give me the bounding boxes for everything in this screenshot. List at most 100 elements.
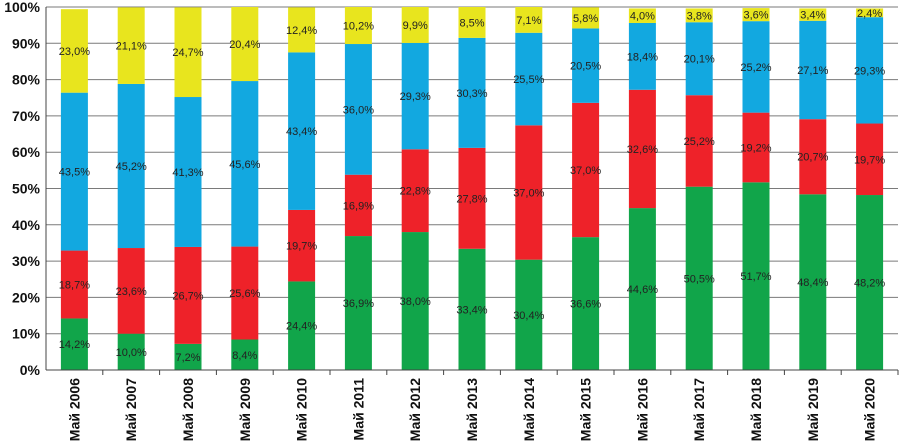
data-label-yellow-14: 3,4% xyxy=(800,10,825,22)
bar-segment-green-2 xyxy=(117,333,145,370)
data-label-yellow-12: 3,8% xyxy=(687,10,712,22)
data-label-red-15: 19,7% xyxy=(854,154,885,166)
bar-segment-yellow-12 xyxy=(685,8,713,23)
bar-segment-blue-14 xyxy=(799,20,827,120)
bar-segment-red-14 xyxy=(799,119,827,195)
data-label-green-10: 36,6% xyxy=(570,299,601,311)
data-label-blue-14: 27,1% xyxy=(797,65,828,77)
x-tick-label: Май 2012 xyxy=(407,378,423,441)
y-tick-label: 70% xyxy=(12,108,41,124)
bar-segment-red-6 xyxy=(344,174,372,237)
bar-segment-red-10 xyxy=(572,102,600,238)
x-tick-label: Май 2007 xyxy=(123,378,139,441)
bar-segment-yellow-5 xyxy=(288,7,316,53)
data-label-blue-5: 43,4% xyxy=(286,126,317,138)
data-label-red-14: 20,7% xyxy=(797,152,828,164)
data-label-green-6: 36,9% xyxy=(343,298,374,310)
data-label-yellow-4: 20,4% xyxy=(229,39,260,51)
bar-segment-blue-7 xyxy=(401,42,429,150)
x-tick-label: Май 2009 xyxy=(237,378,253,441)
bar-segment-green-6 xyxy=(344,236,372,370)
data-label-yellow-8: 8,5% xyxy=(459,17,484,29)
y-tick-label: 0% xyxy=(20,362,41,378)
bar-segment-blue-1 xyxy=(60,92,88,251)
data-label-blue-4: 45,6% xyxy=(229,159,260,171)
data-label-red-12: 25,2% xyxy=(684,136,715,148)
bar-segment-green-7 xyxy=(401,232,429,370)
x-tick-label: Май 2011 xyxy=(350,378,366,441)
bar-segment-yellow-11 xyxy=(628,8,656,23)
y-tick-label: 20% xyxy=(12,289,41,305)
y-tick-label: 90% xyxy=(12,35,41,51)
data-label-blue-7: 29,3% xyxy=(400,91,431,103)
data-label-green-14: 48,4% xyxy=(797,277,828,289)
data-label-green-4: 8,4% xyxy=(232,350,257,362)
data-label-blue-12: 20,1% xyxy=(684,54,715,66)
bar-segment-red-15 xyxy=(856,123,884,196)
data-label-blue-1: 43,5% xyxy=(59,167,90,179)
bar-segment-blue-10 xyxy=(572,28,600,103)
y-tick-label: 100% xyxy=(4,0,40,15)
data-label-yellow-5: 12,4% xyxy=(286,25,317,37)
data-label-red-2: 23,6% xyxy=(116,286,147,298)
data-label-red-9: 37,0% xyxy=(513,187,544,199)
data-label-blue-10: 20,5% xyxy=(570,61,601,73)
data-label-yellow-9: 7,1% xyxy=(516,15,541,27)
bar-segment-green-15 xyxy=(856,195,884,370)
data-label-blue-15: 29,3% xyxy=(854,65,885,77)
data-label-green-12: 50,5% xyxy=(684,273,715,285)
bar-segment-red-4 xyxy=(231,246,259,340)
x-tick-label: Май 2010 xyxy=(294,378,310,441)
data-label-red-4: 25,6% xyxy=(229,288,260,300)
data-label-blue-11: 18,4% xyxy=(627,51,658,63)
data-label-red-1: 18,7% xyxy=(59,280,90,292)
data-label-yellow-2: 21,1% xyxy=(116,41,147,53)
bar-segment-green-5 xyxy=(288,281,316,370)
bar-segment-green-11 xyxy=(628,208,656,370)
bar-segment-green-13 xyxy=(742,182,770,370)
bar-segment-red-12 xyxy=(685,95,713,187)
bar-segment-red-1 xyxy=(60,250,88,319)
bar-segment-red-5 xyxy=(288,209,316,282)
bar-segment-red-8 xyxy=(458,147,486,249)
data-label-red-7: 22,8% xyxy=(400,186,431,198)
bar-segment-green-8 xyxy=(458,248,486,370)
data-label-green-7: 38,0% xyxy=(400,296,431,308)
data-label-yellow-11: 4,0% xyxy=(630,11,655,23)
bar-segment-blue-2 xyxy=(117,83,145,249)
data-label-red-10: 37,0% xyxy=(570,165,601,177)
bar-segment-yellow-6 xyxy=(344,7,372,45)
bar-segment-red-9 xyxy=(515,125,543,260)
data-label-green-8: 33,4% xyxy=(456,304,487,316)
bar-segment-green-4 xyxy=(231,339,259,370)
bar-segment-yellow-10 xyxy=(572,7,600,29)
bar-segment-yellow-4 xyxy=(231,7,259,82)
bar-segment-yellow-2 xyxy=(117,7,145,84)
bar-segment-yellow-8 xyxy=(458,7,486,38)
bar-segment-red-13 xyxy=(742,112,770,183)
data-label-red-11: 32,6% xyxy=(627,144,658,156)
bar-segment-blue-13 xyxy=(742,21,770,113)
bar-segment-blue-8 xyxy=(458,37,486,148)
data-label-green-1: 14,2% xyxy=(59,339,90,351)
x-tick-label: Май 2019 xyxy=(805,378,821,441)
data-label-red-8: 27,8% xyxy=(456,193,487,205)
data-label-yellow-10: 5,8% xyxy=(573,13,598,25)
data-label-green-5: 24,4% xyxy=(286,321,317,333)
data-label-green-13: 51,7% xyxy=(740,271,771,283)
data-label-yellow-6: 10,2% xyxy=(343,21,374,33)
bar-segment-green-14 xyxy=(799,194,827,370)
x-tick-label: Май 2008 xyxy=(180,378,196,441)
data-label-green-15: 48,2% xyxy=(854,278,885,290)
y-tick-label: 30% xyxy=(12,253,41,269)
y-tick-label: 40% xyxy=(12,217,41,233)
bar-segment-green-1 xyxy=(60,318,88,370)
bar-segment-yellow-1 xyxy=(60,9,88,93)
data-label-green-3: 7,2% xyxy=(175,352,200,364)
data-label-yellow-3: 24,7% xyxy=(172,47,203,59)
bar-segment-blue-12 xyxy=(685,22,713,96)
bar-segment-blue-11 xyxy=(628,22,656,90)
x-tick-label: Май 2014 xyxy=(521,378,537,441)
